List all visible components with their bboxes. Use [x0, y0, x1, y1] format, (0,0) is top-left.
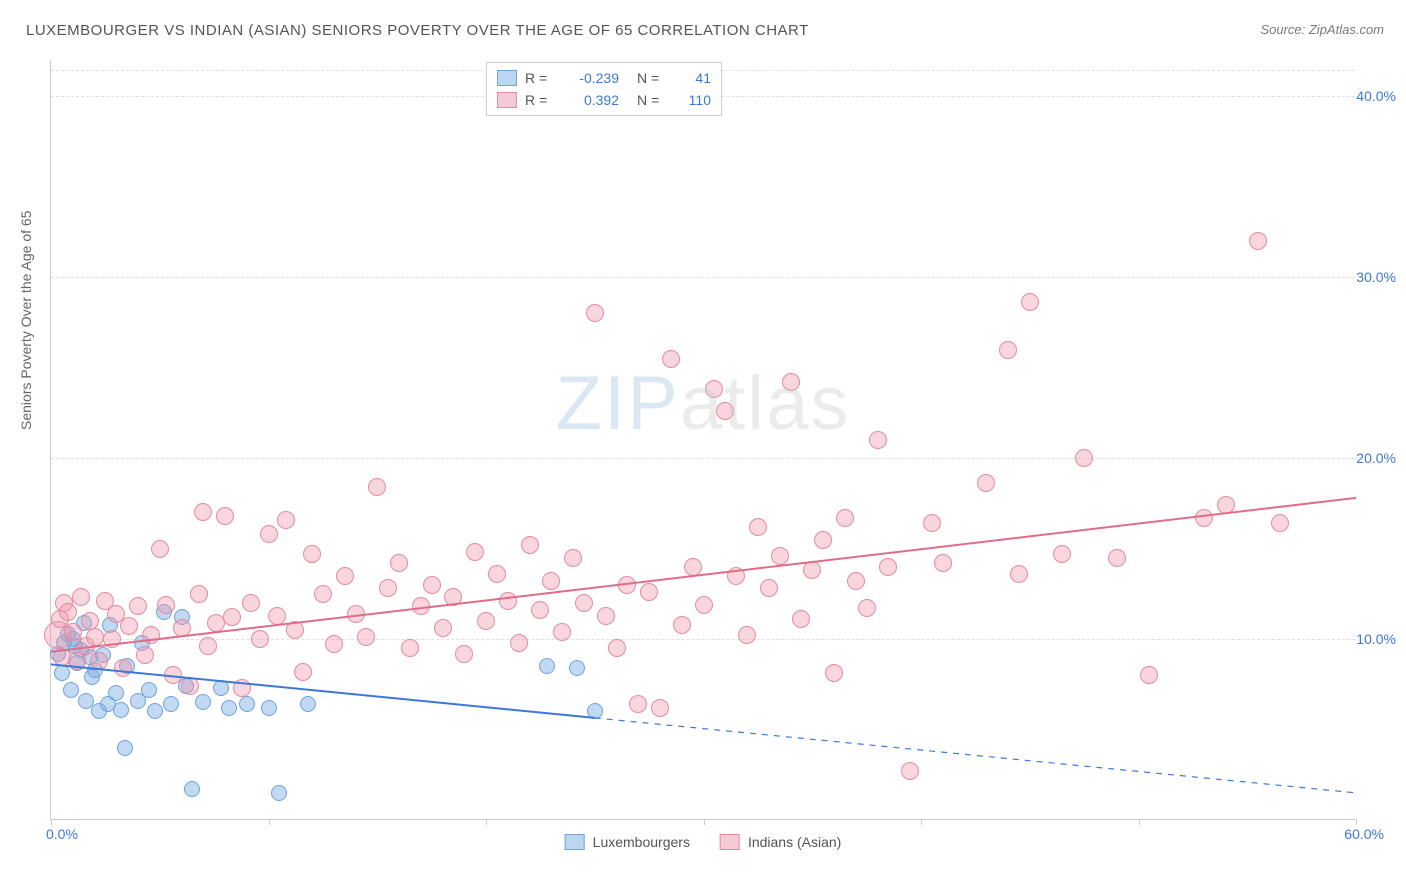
legend-r-label: R =	[525, 70, 555, 86]
x-tick	[704, 819, 705, 825]
series-legend: Luxembourgers Indians (Asian)	[565, 834, 842, 850]
trend-line	[51, 664, 595, 718]
legend-r-label: R =	[525, 92, 555, 108]
x-tick	[1139, 819, 1140, 825]
x-tick-label-max: 60.0%	[1344, 826, 1384, 842]
y-tick-label: 20.0%	[1356, 450, 1396, 466]
y-tick-label: 10.0%	[1356, 631, 1396, 647]
stats-legend-row: R = -0.239 N = 41	[497, 67, 711, 89]
legend-r-value: -0.239	[563, 70, 619, 86]
legend-swatch	[565, 834, 585, 850]
series-legend-label: Indians (Asian)	[748, 834, 841, 850]
source-attribution: Source: ZipAtlas.com	[1260, 22, 1384, 37]
legend-r-value: 0.392	[563, 92, 619, 108]
legend-n-label: N =	[637, 92, 667, 108]
legend-swatch	[497, 92, 517, 108]
trend-lines-layer	[51, 60, 1355, 819]
trend-line	[51, 498, 1356, 652]
legend-n-label: N =	[637, 70, 667, 86]
x-tick	[51, 819, 52, 825]
y-tick-label: 40.0%	[1356, 88, 1396, 104]
stats-legend-row: R = 0.392 N = 110	[497, 89, 711, 111]
x-tick	[921, 819, 922, 825]
trend-line-extrapolated	[595, 718, 1356, 793]
x-tick	[1356, 819, 1357, 825]
y-axis-label: Seniors Poverty Over the Age of 65	[18, 211, 34, 430]
x-tick-label-min: 0.0%	[46, 826, 78, 842]
legend-n-value: 110	[675, 92, 711, 108]
plot-area	[50, 60, 1355, 820]
y-tick-label: 30.0%	[1356, 269, 1396, 285]
chart-title: LUXEMBOURGER VS INDIAN (ASIAN) SENIORS P…	[26, 22, 809, 39]
x-tick	[269, 819, 270, 825]
series-legend-item: Indians (Asian)	[720, 834, 841, 850]
legend-swatch	[497, 70, 517, 86]
stats-legend: R = -0.239 N = 41 R = 0.392 N = 110	[486, 62, 722, 116]
x-tick	[486, 819, 487, 825]
series-legend-label: Luxembourgers	[593, 834, 690, 850]
legend-swatch	[720, 834, 740, 850]
legend-n-value: 41	[675, 70, 711, 86]
series-legend-item: Luxembourgers	[565, 834, 690, 850]
